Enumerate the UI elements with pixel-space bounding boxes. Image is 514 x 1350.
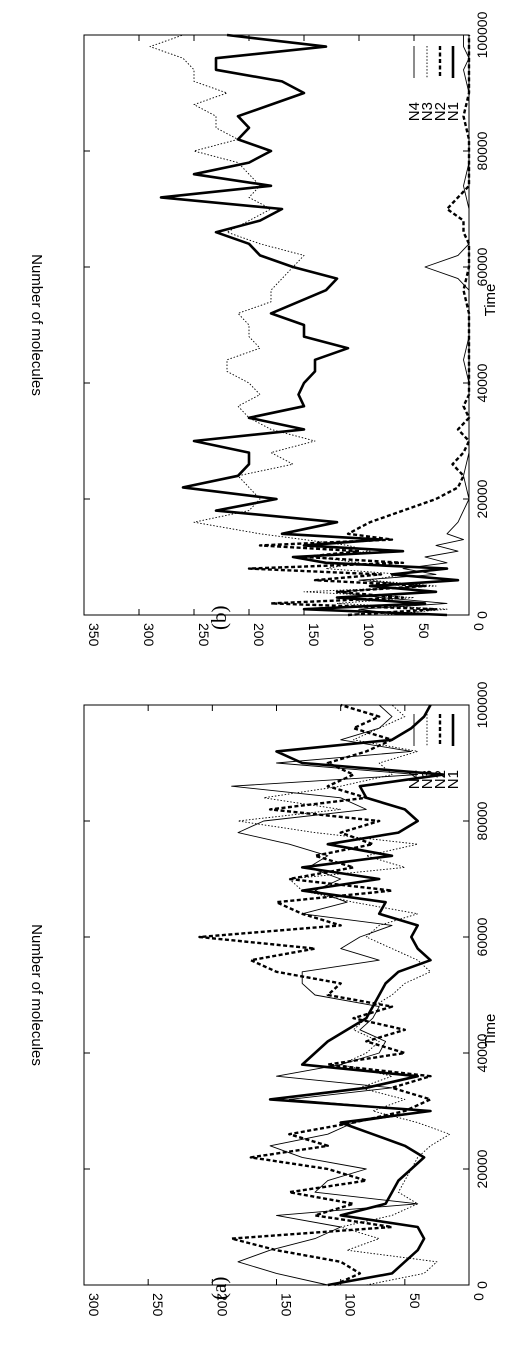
panel-a-ylabel: Number of molecules <box>28 924 45 1066</box>
panel-b-series-n2 <box>247 35 471 617</box>
panel-b-xlabel: Time <box>482 284 499 317</box>
panel-a-ytick-label: 250 <box>150 1293 166 1317</box>
panel-b-xtick-label: 20000 <box>474 479 490 518</box>
panel-b-ytick-label: 100 <box>361 623 377 647</box>
panel-a-ytick-label: 0 <box>471 1293 487 1301</box>
panel-a-xtick-label: 0 <box>474 1281 490 1289</box>
panel-b-legend-label-n2: N2 <box>432 102 449 121</box>
panel-b-ytick-label: 200 <box>251 623 267 647</box>
panel-b-ytick-label: 0 <box>471 623 487 631</box>
panel-b-legend-label-n1: N1 <box>445 102 462 121</box>
panel-a-series-n4 <box>231 704 431 1286</box>
panel-a-legend-label-n3: N3 <box>419 770 436 789</box>
panel-b-ytick-label: 350 <box>86 623 102 647</box>
panel-b-series-n4 <box>336 35 470 616</box>
panel-a-legend-label-n1: N1 <box>445 770 462 789</box>
panel-b-ytick-label: 50 <box>416 623 432 639</box>
panel-b: (b) 0 50 100 150 200 250 300 350 0 20000 40000 600… <box>28 11 499 646</box>
panel-a-ytick-label: 50 <box>407 1293 423 1309</box>
panel-a-xtick-label: 80000 <box>474 801 490 840</box>
panel-a-series-n2 <box>198 703 432 1287</box>
panel-b-legend-label-n4: N4 <box>406 102 423 121</box>
panel-b-series-n3 <box>149 34 448 616</box>
panel-a-plot-frame <box>83 704 470 1286</box>
panel-a-xtick-label: 100000 <box>474 681 490 728</box>
panel-b-xtick-label: 0 <box>474 611 490 619</box>
panel-a-ytick-label: 100 <box>343 1293 359 1317</box>
panel-a-legend-label-n4: N4 <box>406 770 423 789</box>
panel-b-ytick-label: 250 <box>196 623 212 647</box>
panel-a-xtick-label: 40000 <box>474 1033 490 1072</box>
panel-a-ytick-label: 150 <box>279 1293 295 1317</box>
panel-b-xtick-label: 100000 <box>474 11 490 58</box>
panel-a-label: (a) <box>207 1277 231 1300</box>
panel-a-ytick-label: 200 <box>214 1293 230 1317</box>
panel-a: (a) 0 50 100 150 200 250 300 0 20000 40000 60000 8… <box>28 681 499 1316</box>
panel-b-xtick-label: 80000 <box>474 131 490 170</box>
panel-b-label: (b) <box>207 606 231 631</box>
panel-b-ylabel: Number of molecules <box>28 254 45 396</box>
panel-a-xtick-label: 60000 <box>474 917 490 956</box>
panel-a-xlabel: Time <box>482 1014 499 1047</box>
panel-b-series-n1 <box>159 33 460 617</box>
panel-a-ytick-label: 300 <box>86 1293 102 1317</box>
panel-b-ytick-label: 300 <box>141 623 157 647</box>
panel-b-xtick-label: 60000 <box>474 247 490 286</box>
panel-b-xtick-label: 40000 <box>474 363 490 402</box>
panel-b-ytick-label: 150 <box>306 623 322 647</box>
panel-a-series-n1 <box>268 704 445 1287</box>
panel-b-legend-label-n3: N3 <box>419 102 436 121</box>
panel-a-legend-label-n2: N2 <box>432 770 449 789</box>
panel-a-series-n3 <box>237 704 451 1286</box>
panel-a-xtick-label: 20000 <box>474 1149 490 1188</box>
